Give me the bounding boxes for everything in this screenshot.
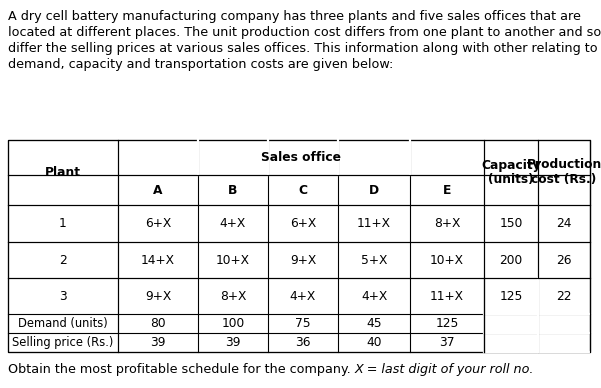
Bar (8, 140, 590, 352)
Text: Capacity
(units): Capacity (units) (481, 159, 541, 187)
Text: 39: 39 (225, 336, 241, 349)
Text: 9+X: 9+X (145, 289, 171, 303)
Bar (8, 140, 590, 352)
Text: Production
cost (Rs.): Production cost (Rs.) (526, 159, 601, 187)
Text: X = last digit of your roll no.: X = last digit of your roll no. (355, 363, 534, 376)
Text: 200: 200 (499, 253, 523, 267)
Text: 5+X: 5+X (361, 253, 387, 267)
Text: A: A (153, 184, 163, 196)
Text: 26: 26 (557, 253, 572, 267)
Text: 1: 1 (59, 217, 67, 230)
Text: 100: 100 (221, 317, 245, 330)
Text: 150: 150 (499, 217, 523, 230)
Text: 80: 80 (150, 317, 166, 330)
Text: 10+X: 10+X (430, 253, 464, 267)
Text: 6+X: 6+X (290, 217, 316, 230)
Text: 36: 36 (295, 336, 311, 349)
Text: 125: 125 (499, 289, 523, 303)
Text: 39: 39 (150, 336, 166, 349)
Text: 10+X: 10+X (216, 253, 250, 267)
Text: E: E (443, 184, 451, 196)
Text: B: B (228, 184, 237, 196)
Text: 11+X: 11+X (357, 217, 391, 230)
Text: demand, capacity and transportation costs are given below:: demand, capacity and transportation cost… (8, 58, 394, 71)
Text: Selling price (Rs.): Selling price (Rs.) (12, 336, 114, 349)
Text: 8+X: 8+X (220, 289, 246, 303)
Text: A dry cell battery manufacturing company has three plants and five sales offices: A dry cell battery manufacturing company… (8, 10, 581, 23)
Text: 9+X: 9+X (290, 253, 316, 267)
Text: 4+X: 4+X (290, 289, 316, 303)
Text: 24: 24 (557, 217, 572, 230)
Text: 14+X: 14+X (141, 253, 175, 267)
Text: located at different places. The unit production cost differs from one plant to : located at different places. The unit pr… (8, 26, 601, 39)
Text: 2: 2 (59, 253, 67, 267)
Text: 125: 125 (435, 317, 459, 330)
Text: Sales office: Sales office (261, 151, 341, 164)
Text: 4+X: 4+X (220, 217, 246, 230)
Text: 45: 45 (366, 317, 382, 330)
Text: C: C (299, 184, 308, 196)
Text: Demand (units): Demand (units) (18, 317, 108, 330)
Text: 4+X: 4+X (361, 289, 387, 303)
Text: 37: 37 (439, 336, 455, 349)
Text: differ the selling prices at various sales offices. This information along with : differ the selling prices at various sal… (8, 42, 597, 55)
Text: 75: 75 (295, 317, 311, 330)
Text: 22: 22 (557, 289, 572, 303)
Text: Obtain the most profitable schedule for the company.: Obtain the most profitable schedule for … (8, 363, 355, 376)
Bar (8, 140, 590, 352)
Text: 40: 40 (366, 336, 382, 349)
Text: 6+X: 6+X (145, 217, 171, 230)
Text: 11+X: 11+X (430, 289, 464, 303)
Text: 8+X: 8+X (434, 217, 460, 230)
Text: D: D (369, 184, 379, 196)
Text: 3: 3 (59, 289, 67, 303)
Text: Plant: Plant (45, 166, 81, 179)
